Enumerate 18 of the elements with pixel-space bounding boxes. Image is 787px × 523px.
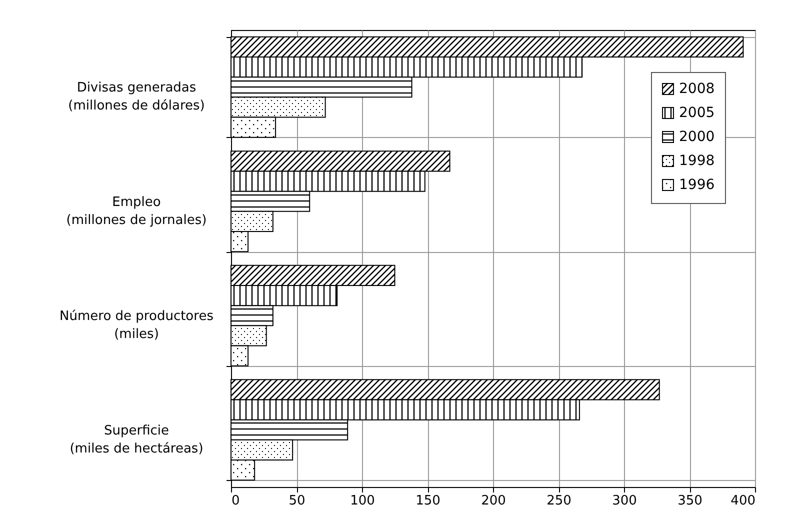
- x-tick-label: 250: [546, 494, 572, 508]
- legend-label: 1998: [679, 153, 715, 169]
- legend-label: 2005: [679, 105, 715, 121]
- x-tick-label: 350: [678, 494, 702, 508]
- x-tick-label: 0: [232, 494, 240, 508]
- x-tick-label: 200: [481, 494, 506, 508]
- x-tick-label: 50: [288, 494, 306, 508]
- x-tick-label: 150: [416, 494, 440, 508]
- y-tick-label: Divisas generadas (millones de dólares): [68, 80, 205, 114]
- x-tick-label: 100: [350, 494, 375, 508]
- legend-label: 2008: [679, 81, 715, 97]
- y-tick-label: Número de productores (miles): [60, 309, 214, 342]
- legend-label: 1996: [679, 177, 715, 193]
- legend-label: 2000: [679, 129, 715, 145]
- x-tick-label: 300: [612, 494, 637, 508]
- y-tick-label: Empleo (millones de jornales): [66, 194, 207, 228]
- y-tick-label: Superficie (miles de hectáreas): [70, 423, 204, 456]
- x-tick-label: 400: [730, 494, 756, 508]
